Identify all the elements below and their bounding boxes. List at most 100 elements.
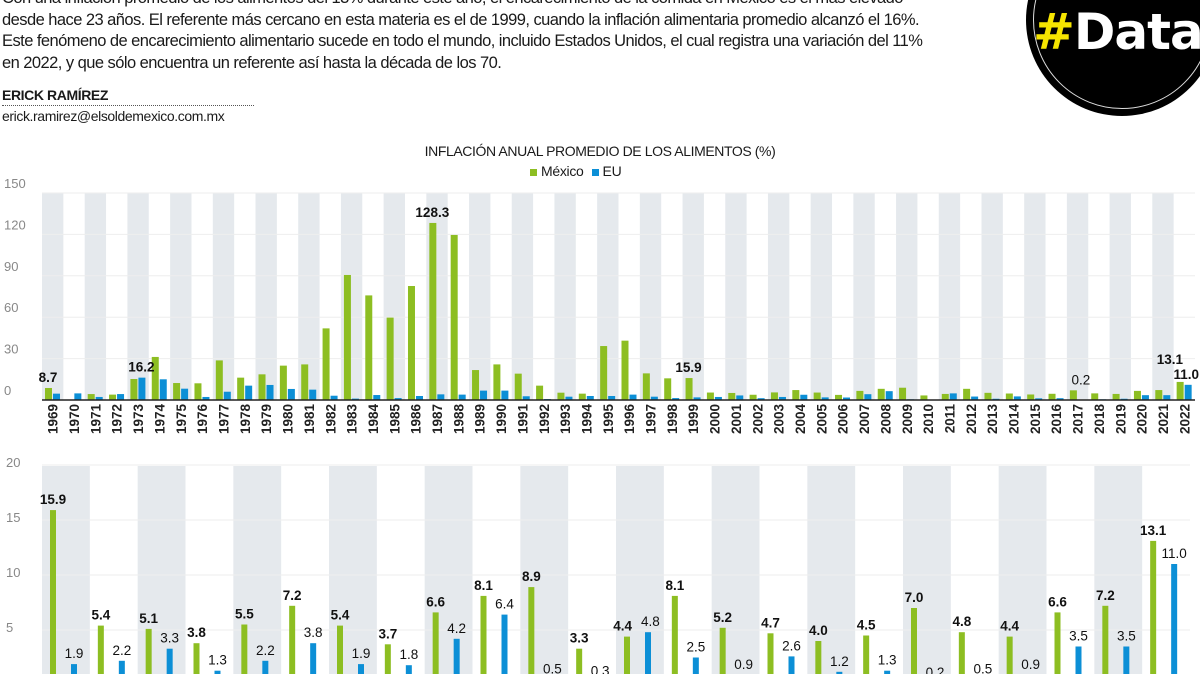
bar-mexico-1997	[642, 373, 650, 400]
y-tick-label: 0	[4, 383, 11, 398]
x-tick-label: 1985	[387, 404, 402, 435]
bar-eu-2000	[118, 660, 125, 674]
bar-eu-2006	[843, 397, 851, 400]
bar-eu-1986	[415, 395, 423, 400]
column-stripe	[1109, 193, 1131, 400]
bar-mexico-2005	[337, 625, 343, 674]
bar-mexico-2003	[241, 624, 248, 674]
bar-eu-2020	[1075, 646, 1082, 674]
intro-line: Con una inflación promedio de los alimen…	[2, 0, 1012, 10]
bar-mexico-2019	[1112, 393, 1120, 400]
bar-mexico-1969	[45, 387, 52, 400]
value-label-mexico: 13.1	[1140, 523, 1167, 538]
bar-eu-2007	[864, 394, 872, 400]
column-stripe	[616, 466, 664, 674]
logo-text: #Data	[1033, 3, 1200, 61]
y-tick-label: 20	[6, 455, 20, 470]
bar-mexico-2017	[911, 608, 917, 674]
x-tick-label: 1972	[110, 404, 125, 434]
bar-eu-1990	[501, 390, 509, 400]
value-label-mexico: 4.4	[613, 619, 632, 634]
bar-mexico-1976	[194, 383, 202, 400]
data-label: 128.3	[415, 205, 449, 220]
x-tick-label: 2014	[1007, 404, 1022, 435]
column-stripe	[329, 466, 377, 674]
bar-eu-1980	[287, 388, 295, 400]
bar-eu-2012	[692, 657, 699, 674]
author-email[interactable]: erick.ramirez@elsoldemexico.com.mx	[2, 108, 225, 124]
bar-mexico-2006	[835, 394, 843, 400]
bar-mexico-2004	[289, 605, 296, 674]
value-label-mexico: 4.8	[952, 614, 971, 629]
bar-eu-1982	[330, 395, 338, 400]
bar-mexico-1974	[151, 356, 159, 400]
intro-line: desde hace 23 años. El referente más cer…	[2, 10, 920, 29]
column-stripe	[1024, 193, 1046, 400]
bar-eu-2015	[836, 671, 843, 674]
bar-eu-2002	[757, 398, 765, 400]
x-tick-label: 2011	[942, 404, 957, 434]
column-stripe	[127, 193, 149, 400]
value-label-mexico: 6.6	[426, 594, 445, 609]
bar-mexico-2021	[1155, 390, 1163, 400]
bar-eu-2003	[778, 396, 786, 400]
x-tick-label: 2000	[708, 404, 723, 434]
x-tick-label: 2012	[964, 404, 979, 434]
column-stripe	[903, 466, 951, 674]
x-tick-label: 1973	[131, 404, 146, 435]
bar-mexico-1983	[343, 274, 351, 400]
column-stripe	[998, 466, 1047, 674]
bar-eu-2008	[501, 614, 508, 674]
bar-eu-1975	[181, 388, 189, 400]
y-tick-label: 90	[4, 259, 18, 274]
value-label-eu: 0.9	[734, 657, 753, 672]
bar-mexico-2020	[1054, 612, 1061, 674]
bar-eu-1972	[117, 394, 125, 400]
value-label-mexico: 8.1	[665, 578, 684, 593]
bar-eu-1988	[458, 394, 466, 400]
legend-label-mexico: México	[541, 163, 584, 179]
x-tick-label: 1987	[430, 404, 445, 434]
x-tick-label: 2005	[814, 404, 829, 435]
x-tick-label: 1971	[88, 404, 103, 435]
x-tick-label: 1981	[302, 404, 317, 435]
x-tick-label: 1991	[515, 404, 530, 435]
value-label-mexico: 7.0	[905, 590, 924, 605]
value-label-mexico: 5.4	[331, 608, 350, 623]
bar-mexico-1982	[322, 328, 330, 400]
bar-mexico-2020	[1133, 390, 1141, 400]
value-label-eu: 3.8	[304, 625, 323, 640]
bar-mexico-2017	[1069, 390, 1077, 400]
bar-mexico-2016	[1048, 393, 1056, 400]
bar-mexico-1973	[130, 379, 138, 400]
x-tick-label: 2017	[1071, 404, 1086, 434]
bar-mexico-2011	[941, 393, 949, 400]
bar-eu-1995	[608, 395, 616, 400]
bar-mexico-1981	[301, 364, 309, 400]
bar-eu-2022	[1171, 564, 1178, 674]
column-stripe	[511, 193, 534, 400]
data-label: 13.1	[1157, 352, 1184, 367]
bar-eu-2003	[262, 660, 269, 674]
value-label-eu: 2.6	[782, 638, 801, 653]
legend-swatch-eu	[591, 169, 599, 176]
bar-mexico-2007	[432, 612, 439, 674]
value-label-mexico: 3.8	[187, 625, 206, 640]
column-stripe	[520, 466, 569, 674]
column-stripe	[853, 193, 875, 400]
value-label-mexico: 4.0	[809, 623, 828, 638]
bar-eu-1984	[373, 395, 381, 400]
bar-mexico-2000	[97, 625, 104, 674]
x-tick-label: 2015	[1028, 404, 1043, 435]
bar-mexico-1987	[429, 222, 437, 400]
x-tick-label: 1988	[451, 404, 466, 435]
x-tick-label: 1984	[366, 404, 381, 435]
data-label: 16.2	[128, 360, 154, 375]
bar-mexico-2009	[528, 587, 535, 674]
x-tick-label: 1977	[216, 404, 231, 434]
value-label-eu: 2.5	[686, 640, 705, 655]
y-tick-label: 15	[6, 510, 20, 525]
bar-eu-1989	[480, 390, 488, 400]
value-label-mexico: 4.5	[857, 618, 876, 633]
x-tick-label: 2022	[1177, 404, 1192, 434]
